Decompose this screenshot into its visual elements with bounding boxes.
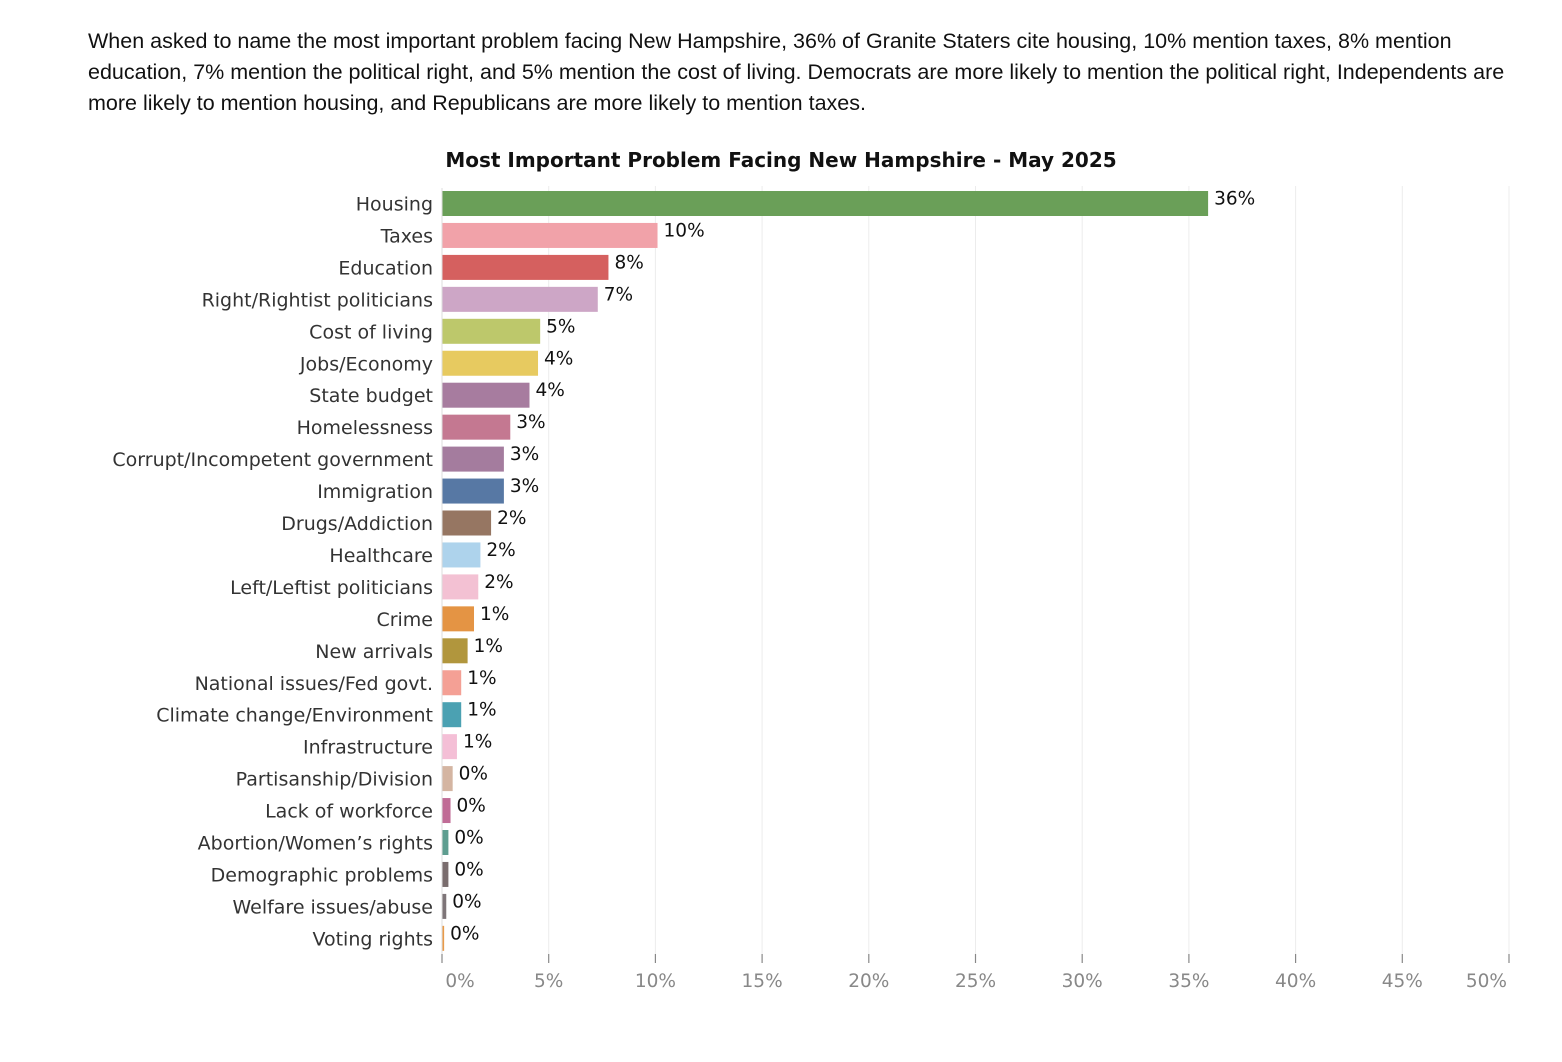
bar — [442, 510, 492, 536]
x-tick-label: 45% — [1382, 971, 1423, 992]
bar — [442, 798, 451, 824]
value-label: 0% — [454, 828, 483, 849]
category-label: Housing — [356, 194, 433, 216]
value-label: 3% — [516, 412, 545, 433]
value-label: 0% — [457, 796, 486, 817]
category-label: Left/Leftist politicians — [230, 577, 433, 599]
category-label: State budget — [309, 385, 433, 407]
bar — [442, 766, 453, 792]
intro-paragraph: When asked to name the most important pr… — [88, 29, 1505, 115]
value-label: 36% — [1214, 189, 1255, 210]
x-tick-label: 25% — [955, 971, 996, 992]
category-label: Jobs/Economy — [299, 353, 433, 375]
value-label: 1% — [467, 700, 496, 721]
category-label: Infrastructure — [303, 737, 433, 759]
value-label: 8% — [614, 252, 643, 273]
category-label: Abortion/Women’s rights — [198, 833, 433, 855]
bar — [442, 222, 658, 248]
bar — [442, 670, 462, 696]
category-label: Demographic problems — [211, 864, 433, 886]
category-label: Voting rights — [312, 928, 433, 950]
category-label: Lack of workforce — [265, 801, 433, 823]
bar — [442, 734, 457, 760]
bar — [442, 350, 539, 376]
value-label: 2% — [486, 540, 515, 561]
value-label: 1% — [463, 732, 492, 753]
bar — [442, 702, 462, 728]
x-tick-label: 5% — [534, 971, 563, 992]
bar — [442, 191, 1209, 216]
bar — [442, 318, 541, 344]
category-label: National issues/Fed govt. — [195, 673, 433, 695]
category-label: Cost of living — [309, 321, 433, 343]
x-axis: 0% 5% 10% 15% 20% 25% 30% 35% 40% 45% 50% — [441, 188, 1510, 992]
x-tick-label: 0% — [445, 971, 474, 992]
value-label: 0% — [452, 891, 481, 912]
category-label: Right/Rightist politicians — [202, 289, 433, 311]
x-tick-label: 15% — [742, 971, 783, 992]
x-tick-label: 40% — [1275, 971, 1316, 992]
bar — [442, 414, 511, 440]
category-label: Education — [338, 257, 433, 279]
value-label: 1% — [474, 636, 503, 657]
category-label: Immigration — [317, 481, 433, 503]
bars-group: Housing 36% Taxes 10% Education 8% Right/Right… — [112, 189, 1255, 951]
bar — [442, 830, 449, 855]
chart-title: Most Important Problem Facing New Hampsh… — [445, 148, 1116, 172]
value-label: 2% — [484, 572, 513, 593]
value-label: 1% — [480, 604, 509, 625]
value-label: 0% — [459, 764, 488, 785]
value-label: 3% — [510, 476, 539, 497]
x-tick-label: 20% — [848, 971, 889, 992]
bar — [442, 446, 504, 472]
value-label: 2% — [497, 508, 526, 529]
bar — [442, 893, 447, 919]
value-label: 4% — [544, 348, 573, 369]
bar — [442, 574, 479, 600]
x-tick-label: 35% — [1168, 971, 1209, 992]
x-tick-label: 30% — [1062, 971, 1103, 992]
category-label: Corrupt/Incompetent government — [112, 449, 433, 471]
gridlines — [548, 186, 1510, 954]
value-label: 3% — [510, 444, 539, 465]
bar — [442, 925, 445, 951]
category-label: Crime — [376, 609, 433, 631]
x-tick-label: 50% — [1466, 971, 1507, 992]
bar — [442, 286, 598, 312]
x-tick-label: 10% — [635, 971, 676, 992]
category-label: Partisanship/Division — [236, 769, 433, 791]
value-label: 4% — [535, 380, 564, 401]
category-label: Healthcare — [329, 545, 433, 567]
bar — [442, 638, 468, 664]
category-label: Welfare issues/abuse — [232, 896, 433, 918]
value-label: 0% — [454, 859, 483, 880]
category-label: Drugs/Addiction — [281, 513, 433, 535]
value-label: 7% — [604, 284, 633, 305]
bar — [442, 478, 504, 504]
category-label: Taxes — [380, 225, 433, 247]
bar — [442, 861, 449, 887]
bar — [442, 382, 530, 408]
bar — [442, 542, 481, 568]
bar — [442, 606, 475, 632]
value-label: 10% — [664, 220, 705, 241]
value-label: 0% — [450, 923, 479, 944]
value-label: 1% — [467, 668, 496, 689]
category-label: New arrivals — [315, 641, 433, 663]
category-label: Homelessness — [297, 417, 433, 439]
bar — [442, 254, 609, 280]
value-label: 5% — [546, 316, 575, 337]
category-label: Climate change/Environment — [156, 705, 433, 727]
